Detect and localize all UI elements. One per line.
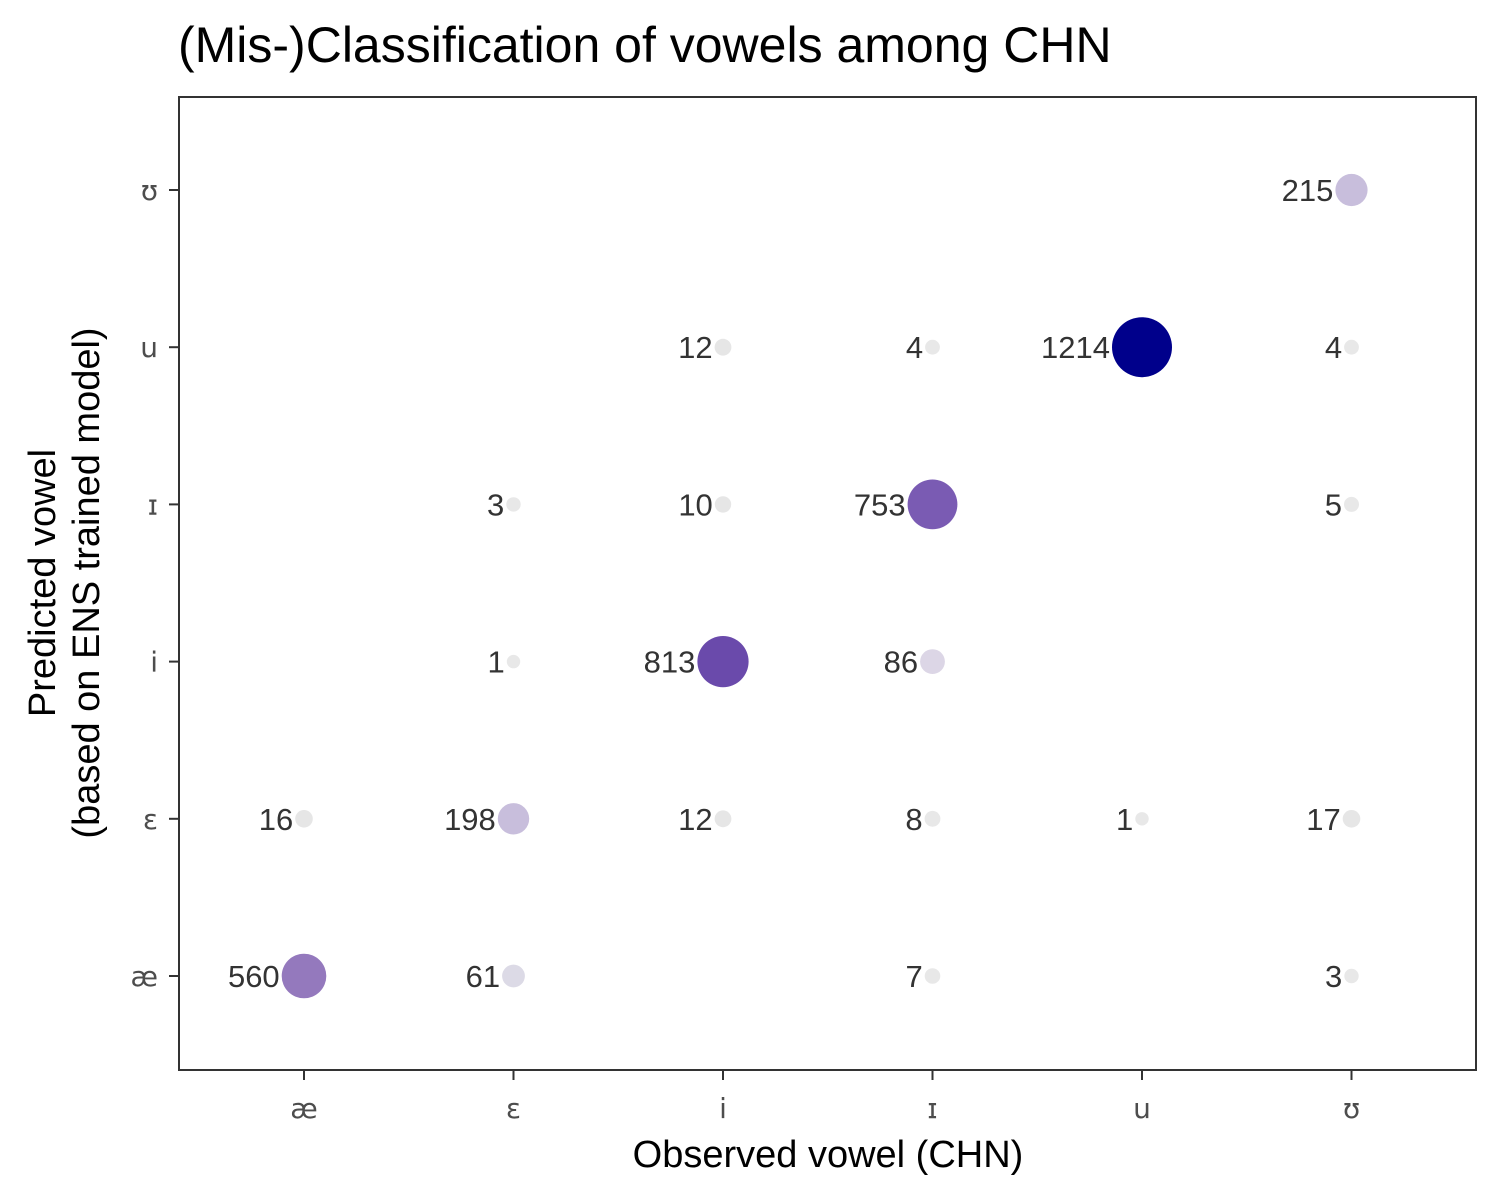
y-tick-label: ʊ bbox=[141, 174, 158, 207]
data-point bbox=[506, 497, 521, 512]
chart-title: (Mis-)Classification of vowels among CHN bbox=[178, 17, 1112, 73]
x-axis-title: Observed vowel (CHN) bbox=[633, 1134, 1024, 1176]
data-point bbox=[907, 479, 958, 530]
data-label: 7 bbox=[905, 959, 922, 994]
data-point bbox=[925, 339, 940, 355]
data-label: 1214 bbox=[1041, 330, 1110, 365]
data-point bbox=[502, 964, 525, 988]
data-label: 813 bbox=[644, 645, 696, 680]
data-point bbox=[697, 636, 749, 688]
x-tick-label: ɪ bbox=[927, 1092, 937, 1125]
data-point bbox=[1335, 173, 1368, 207]
y-tick-label: i bbox=[150, 646, 158, 679]
x-tick-label: u bbox=[1133, 1092, 1151, 1125]
data-point bbox=[924, 968, 941, 984]
data-point bbox=[281, 953, 327, 999]
data-point bbox=[1344, 968, 1359, 984]
data-point bbox=[1112, 317, 1172, 378]
x-tick-label: ʊ bbox=[1343, 1092, 1360, 1125]
y-tick-label: æ bbox=[131, 960, 159, 993]
data-label: 5 bbox=[1325, 487, 1342, 522]
data-label: 3 bbox=[1325, 959, 1342, 994]
data-point bbox=[497, 803, 530, 835]
data-point bbox=[714, 496, 732, 513]
data-label: 560 bbox=[228, 959, 280, 994]
data-label: 61 bbox=[466, 959, 500, 994]
y-axis-title-line-1: Predicted vowel bbox=[22, 449, 64, 717]
data-label: 753 bbox=[854, 487, 906, 522]
data-point bbox=[714, 810, 732, 828]
data-label: 198 bbox=[444, 802, 496, 837]
y-axis: æ ɛ i ɪ u ʊ bbox=[131, 174, 179, 993]
data-point bbox=[920, 649, 945, 674]
data-label: 16 bbox=[259, 802, 293, 837]
y-tick-label: u bbox=[140, 331, 158, 364]
data-label: 4 bbox=[1325, 330, 1342, 365]
data-point bbox=[1135, 812, 1149, 826]
data-point bbox=[1344, 496, 1359, 512]
data-label: 10 bbox=[678, 487, 712, 522]
data-label: 3 bbox=[487, 487, 504, 522]
y-axis-title: Predicted vowel (based on ENS trained mo… bbox=[22, 327, 108, 838]
data-point bbox=[924, 810, 941, 827]
data-point bbox=[1344, 339, 1359, 355]
data-label: 86 bbox=[884, 645, 918, 680]
x-tick-label: i bbox=[719, 1092, 727, 1125]
data-point bbox=[1342, 810, 1361, 828]
data-point bbox=[295, 810, 313, 828]
plot-panel-border bbox=[178, 96, 1477, 1071]
data-points: 560 16 61 198 1 3 12 813 10 12 7 8 86 753 4 1 1214 3 17 5 4 2… bbox=[228, 173, 1368, 999]
y-axis-title-line-2: (based on ENS trained model) bbox=[66, 327, 108, 838]
x-tick-label: æ bbox=[290, 1092, 318, 1125]
x-tick-label: ɛ bbox=[506, 1092, 521, 1125]
data-point bbox=[714, 338, 732, 356]
data-label: 4 bbox=[906, 330, 923, 365]
data-label: 1 bbox=[1116, 802, 1133, 837]
data-label: 12 bbox=[678, 330, 712, 365]
data-label: 1 bbox=[488, 645, 505, 680]
y-tick-label: ɪ bbox=[148, 488, 158, 521]
data-label: 215 bbox=[1282, 173, 1334, 208]
y-tick-label: ɛ bbox=[143, 803, 158, 836]
data-label: 8 bbox=[905, 802, 922, 837]
data-point bbox=[506, 654, 521, 669]
data-label: 12 bbox=[678, 802, 712, 837]
data-label: 17 bbox=[1306, 802, 1340, 837]
